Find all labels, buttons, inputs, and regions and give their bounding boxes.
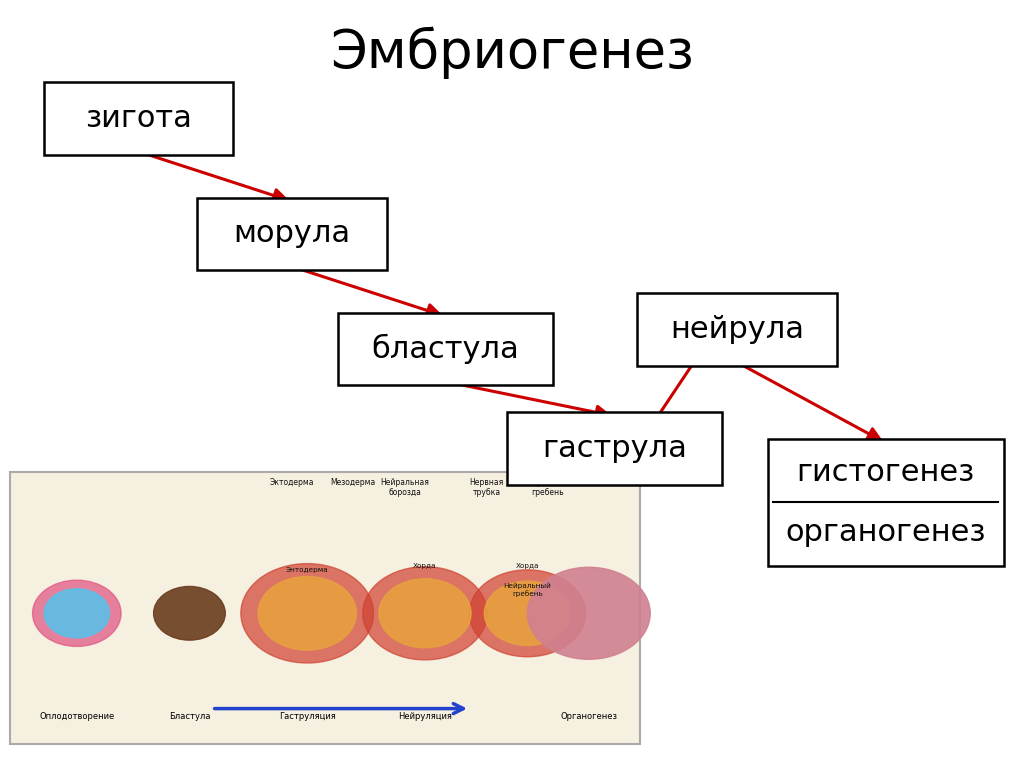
Text: зигота: зигота	[85, 104, 191, 133]
FancyBboxPatch shape	[768, 439, 1004, 566]
Text: Гаструляция: Гаструляция	[279, 712, 336, 721]
Text: гаструла: гаструла	[542, 434, 687, 463]
Text: Органогенез: Органогенез	[560, 712, 617, 721]
Text: Эмбриогенез: Эмбриогенез	[330, 27, 694, 79]
Text: морула: морула	[233, 219, 350, 249]
Circle shape	[33, 580, 121, 647]
Text: Нейральный
гребень: Нейральный гребень	[522, 478, 573, 497]
Circle shape	[527, 568, 650, 660]
Text: Хорда: Хорда	[516, 564, 539, 569]
Text: Энтодерма: Энтодерма	[286, 568, 329, 573]
Circle shape	[469, 570, 586, 657]
Text: Нервная
трубка: Нервная трубка	[469, 478, 504, 497]
Circle shape	[154, 587, 225, 640]
FancyBboxPatch shape	[44, 83, 233, 155]
Text: Бластула: Бластула	[169, 712, 210, 721]
Circle shape	[241, 564, 374, 663]
FancyBboxPatch shape	[507, 413, 722, 486]
Circle shape	[484, 581, 570, 646]
Text: органогенез: органогенез	[785, 518, 986, 547]
FancyBboxPatch shape	[10, 472, 640, 744]
Text: Нейральная
борозда: Нейральная борозда	[380, 478, 429, 497]
Circle shape	[362, 567, 487, 660]
Text: нейрула: нейрула	[671, 315, 804, 344]
Text: гистогенез: гистогенез	[797, 458, 975, 487]
Text: Нейруляция: Нейруляция	[398, 712, 452, 721]
Text: Эктодерма: Эктодерма	[269, 478, 314, 487]
Text: Нейральный
гребень: Нейральный гребень	[504, 583, 551, 597]
Text: Мезодерма: Мезодерма	[331, 478, 376, 487]
FancyBboxPatch shape	[637, 294, 837, 367]
Circle shape	[379, 579, 471, 648]
Text: Хорда: Хорда	[414, 564, 436, 569]
Text: бластула: бластула	[372, 334, 519, 364]
FancyBboxPatch shape	[197, 198, 386, 271]
Circle shape	[44, 589, 110, 638]
FancyBboxPatch shape	[338, 313, 553, 385]
Text: Оплодотворение: Оплодотворение	[39, 712, 115, 721]
Circle shape	[258, 577, 356, 650]
